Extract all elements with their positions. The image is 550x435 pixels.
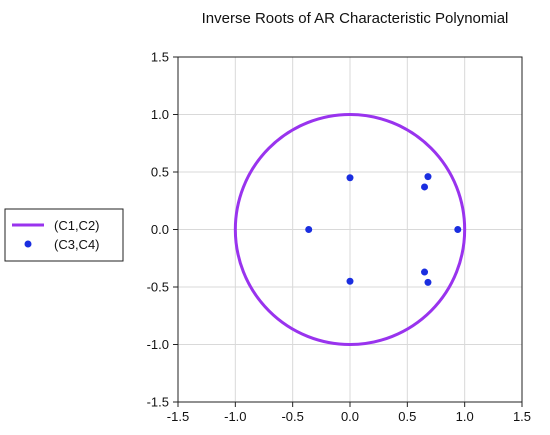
legend-dot-swatch	[24, 240, 32, 248]
series-layer	[233, 113, 467, 346]
x-tick-label: 0.0	[341, 409, 359, 424]
y-tick-label: 0.0	[151, 222, 169, 237]
legend-label-c1c2: (C1,C2)	[54, 218, 100, 233]
x-tick-label: -1.0	[224, 409, 246, 424]
y-tick-label: -0.5	[147, 280, 169, 295]
y-tick-label: -1.0	[147, 337, 169, 352]
axis-ticks: -1.5 -1.0 -0.5 0.0 0.5 1.0 1.5 1.5 1.0 0.5 0.0 -0.5…	[147, 50, 531, 425]
root-point	[421, 268, 429, 276]
root-point	[421, 183, 429, 191]
legend: (C1,C2) (C3,C4)	[4, 208, 124, 262]
chart-title: Inverse Roots of AR Characteristic Polyn…	[202, 10, 509, 27]
x-tick-label: -0.5	[281, 409, 303, 424]
grid	[177, 56, 523, 403]
legend-box	[4, 208, 124, 262]
x-tick-label: -1.5	[167, 409, 189, 424]
y-tick-label: -1.5	[147, 395, 169, 410]
y-tick-label: 1.0	[151, 107, 169, 122]
root-point	[454, 226, 462, 233]
root-point	[305, 226, 313, 233]
root-point	[346, 277, 354, 285]
x-tick-label: 0.5	[398, 409, 416, 424]
x-tick-label: 1.5	[513, 409, 531, 424]
legend-label-c3c4: (C3,C4)	[54, 237, 100, 252]
y-tick-label: 0.5	[151, 165, 169, 180]
x-tick-label: 1.0	[456, 409, 474, 424]
unit-circle	[233, 113, 467, 346]
root-point	[346, 174, 354, 182]
root-point	[424, 278, 432, 286]
root-point	[424, 173, 432, 181]
y-tick-label: 1.5	[151, 50, 169, 65]
